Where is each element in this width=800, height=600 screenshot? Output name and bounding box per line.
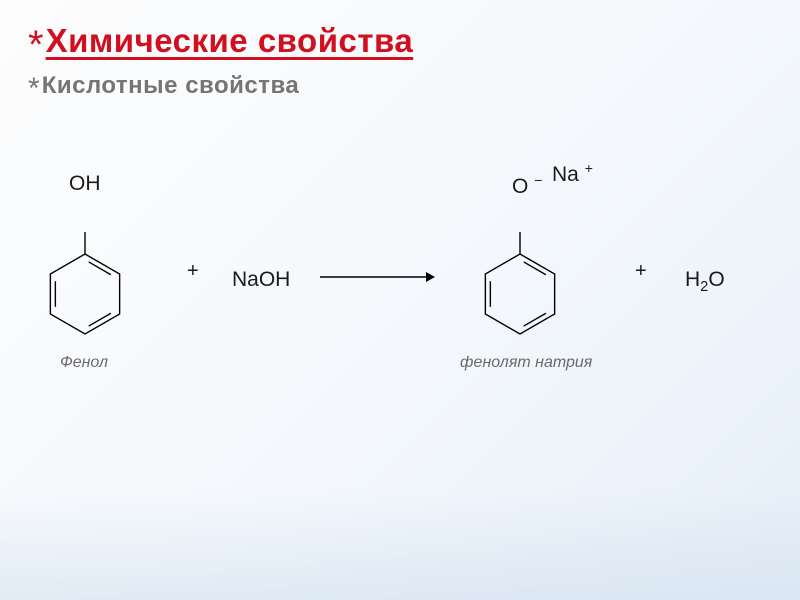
slide-subtitle: Кислотные свойства [42,72,300,100]
o-charge: − [534,172,542,188]
o-letter-water: O [708,268,724,291]
subtitle-row: * Кислотные свойства [28,72,800,100]
footer-shade [0,490,800,600]
o-letter: O [512,175,528,198]
phenolate-o-label: O − [512,172,542,199]
reaction-diagram: OH Фенол + NaOH O − Na + фенолят натрия … [0,160,800,480]
na-letter: Na [552,163,579,186]
na-charge: + [585,160,593,176]
slide-header: * Химические свойства * Кислотные свойст… [0,0,800,100]
byproduct-water: H2O [685,268,725,295]
phenolate-ring [460,204,580,364]
h-letter: H [685,268,700,291]
reaction-arrow [0,160,800,480]
title-row: * Химические свойства [28,22,800,60]
phenolate-caption: фенолят натрия [460,354,592,372]
phenolate-na-label: Na + [552,160,593,187]
slide-title: Химические свойства [46,22,414,60]
plus-2: + [635,260,647,283]
